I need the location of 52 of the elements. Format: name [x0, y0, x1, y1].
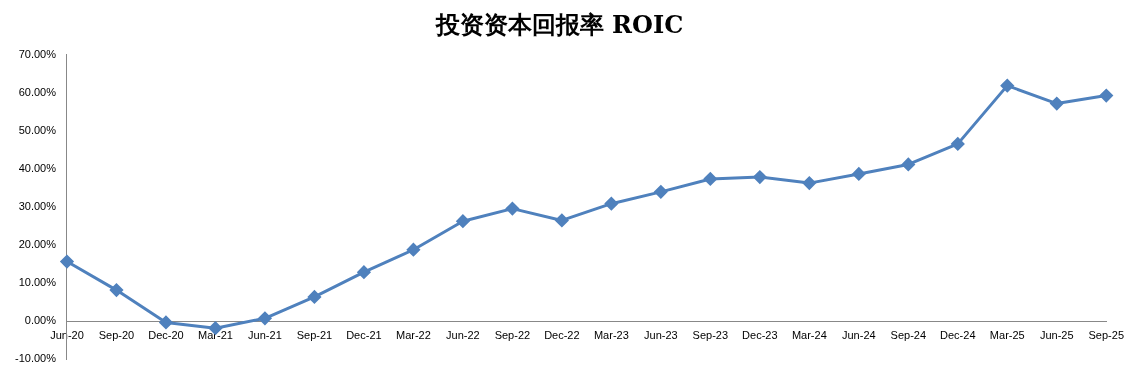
point: [258, 311, 272, 325]
x-tick-label: Jun-24: [841, 328, 876, 341]
x-tick-label: Sep-24: [890, 328, 927, 341]
point: [1099, 89, 1113, 103]
x-tick-label: Dec-21: [346, 328, 382, 341]
x-tick-label: Mar-24: [791, 328, 827, 341]
x-tick-label: Dec-24: [940, 328, 976, 341]
x-tick-label: Sep-20: [98, 328, 135, 341]
x-tick-label: Dec-23: [742, 328, 778, 341]
x-tick-label: Jun-22: [446, 328, 480, 341]
y-tick-label: 30.00%: [18, 200, 57, 213]
x-tick-label: Mar-23: [593, 328, 629, 341]
point: [604, 197, 618, 211]
x-tick-label: Mar-21: [198, 328, 233, 341]
point: [802, 176, 816, 190]
x-tick-label: Sep-23: [692, 328, 729, 341]
point: [852, 167, 866, 181]
point: [901, 157, 915, 171]
point: [505, 202, 519, 216]
point: [456, 214, 470, 228]
y-tick-label: 40.00%: [18, 162, 57, 175]
y-tick-label: 50.00%: [18, 123, 57, 136]
x-tick-label: Jun-25: [1039, 328, 1074, 341]
x-tick-label: Dec-22: [544, 328, 580, 341]
point: [654, 185, 668, 199]
x-tick-label: Sep-25: [1088, 328, 1125, 341]
y-tick-label: 60.00%: [18, 85, 57, 98]
point: [1000, 79, 1014, 93]
y-tick-label: 0.00%: [24, 314, 57, 327]
point: [406, 243, 420, 257]
point: [357, 265, 371, 279]
y-tick-label: -10.00%: [14, 352, 57, 365]
x-tick-label: Mar-25: [989, 328, 1025, 341]
x-tick-label: Dec-20: [148, 328, 184, 341]
chart-title: 投资资本回报率 ROIC: [434, 9, 684, 39]
point: [1050, 97, 1064, 111]
point: [753, 170, 767, 184]
x-tick-label: Sep-21: [296, 328, 333, 341]
point: [109, 283, 123, 297]
x-tick-label: Mar-22: [395, 328, 431, 341]
x-tick-label: Jun-21: [248, 328, 282, 341]
point: [703, 172, 717, 186]
point: [60, 255, 74, 269]
x-tick-label: Sep-22: [494, 328, 531, 341]
x-tick-label: Jun-23: [644, 328, 678, 341]
point: [307, 290, 321, 304]
point: [555, 213, 569, 227]
point: [159, 315, 173, 329]
point: [951, 137, 965, 151]
y-tick-label: 10.00%: [18, 276, 57, 289]
y-tick-label: 70.00%: [18, 47, 57, 60]
y-tick-label: 20.00%: [18, 238, 57, 251]
